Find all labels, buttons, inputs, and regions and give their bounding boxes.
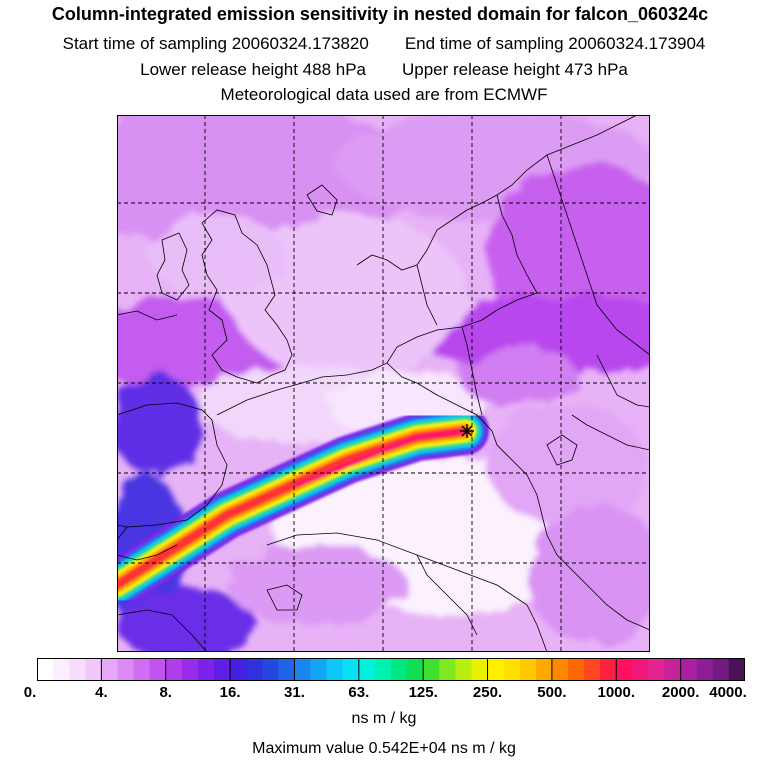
colorbar-cell xyxy=(407,658,424,681)
sampling-times: Start time of sampling 20060324.173820 En… xyxy=(0,34,768,54)
plot-title: Column-integrated emission sensitivity i… xyxy=(51,4,709,24)
colorbar-tick-label: 4. xyxy=(95,684,108,701)
colorbar-tick-label: 125. xyxy=(408,684,438,701)
colorbar-tick-label: 250. xyxy=(472,684,503,701)
release-heights: Lower release height 488 hPa Upper releas… xyxy=(0,60,768,80)
release-location-marker xyxy=(460,424,474,438)
colorbar-cell xyxy=(439,658,456,681)
colorbar-cell xyxy=(165,658,183,681)
colorbar xyxy=(37,658,745,681)
lat-lon-grid xyxy=(117,115,650,652)
colorbar-tick-label: 8. xyxy=(159,684,172,701)
colorbar-tick-label: 500. xyxy=(537,684,567,701)
colorbar-cell xyxy=(664,658,682,681)
map-frame xyxy=(117,115,650,652)
colorbar-cell xyxy=(632,658,649,681)
colorbar-tick-label: 2000. xyxy=(661,684,700,701)
colorbar-tick-label: 0. xyxy=(23,684,37,701)
colorbar-cell xyxy=(600,658,617,681)
colorbar-cell xyxy=(423,658,440,681)
colorbar-cell xyxy=(648,658,666,681)
colorbar-cell xyxy=(342,658,360,681)
met-data-source: Meteorological data used are from ECMWF xyxy=(220,85,548,104)
colorbar-cell xyxy=(374,658,392,681)
plume xyxy=(117,407,489,609)
colorbar-cell xyxy=(455,658,472,681)
colorbar-tick-label: 31. xyxy=(284,684,305,701)
colorbar-cell xyxy=(519,658,537,681)
lower-release-height: Lower release height 488 hPa xyxy=(140,60,366,79)
colorbar-frame xyxy=(37,658,745,681)
colorbar-tick-labels: 0. 4. 8. 16. 31. 63. 125. 250. 500. 1000. 2000. 400… xyxy=(0,684,768,704)
colorbar-cell xyxy=(535,658,553,681)
colorbar-cell xyxy=(230,658,247,681)
colorbar-cell xyxy=(326,658,344,681)
colorbar-cell xyxy=(696,658,714,681)
colorbar-cell xyxy=(181,658,199,681)
colorbar-cell xyxy=(358,658,376,681)
colorbar-cell xyxy=(101,658,118,681)
start-time: Start time of sampling 20060324.173820 xyxy=(62,34,369,53)
colorbar-cell xyxy=(503,658,521,681)
end-time: End time of sampling 20060324.173904 xyxy=(404,34,706,53)
sensitivity-map xyxy=(117,115,650,652)
colorbar-tick-label: 4000. xyxy=(709,684,747,701)
colorbar-cell xyxy=(197,658,215,681)
colorbar-units: ns m / kg xyxy=(351,710,417,727)
colorbar-tick-marks xyxy=(100,658,682,681)
colorbar-cell xyxy=(712,658,730,681)
colorbar-cell xyxy=(471,658,489,681)
colorbar-cell xyxy=(728,658,745,681)
colorbar-cell xyxy=(262,658,279,681)
colorbar-cell xyxy=(584,658,601,681)
colorbar-cell xyxy=(149,658,167,681)
colorbar-cell xyxy=(294,658,312,681)
colorbar-cell xyxy=(214,658,231,681)
colorbar-cell xyxy=(278,658,295,681)
colorbar-cell xyxy=(680,658,698,681)
colorbar-cell xyxy=(616,658,633,681)
sensitivity-field xyxy=(117,115,650,652)
colorbar-cell xyxy=(391,658,408,681)
colorbar-tick-label: 63. xyxy=(348,684,370,701)
colorbar-cells xyxy=(37,658,745,681)
colorbar-cell xyxy=(53,658,70,681)
colorbar-cell xyxy=(246,658,263,681)
colorbar-cell xyxy=(310,658,328,681)
colorbar-cell xyxy=(487,658,505,681)
colorbar-cell xyxy=(69,658,86,681)
maximum-value: Maximum value 0.542E+04 ns m / kg xyxy=(252,740,516,757)
colorbar-tick-label: 1000. xyxy=(597,684,636,701)
colorbar-cell xyxy=(551,658,569,681)
colorbar-tick-label: 16. xyxy=(219,684,241,701)
colorbar-cell xyxy=(568,658,585,681)
colorbar-cell xyxy=(117,658,135,681)
colorbar-cell xyxy=(37,658,54,681)
colorbar-cell xyxy=(133,658,151,681)
upper-release-height: Upper release height 473 hPa xyxy=(402,60,628,79)
colorbar-cell xyxy=(85,658,102,681)
